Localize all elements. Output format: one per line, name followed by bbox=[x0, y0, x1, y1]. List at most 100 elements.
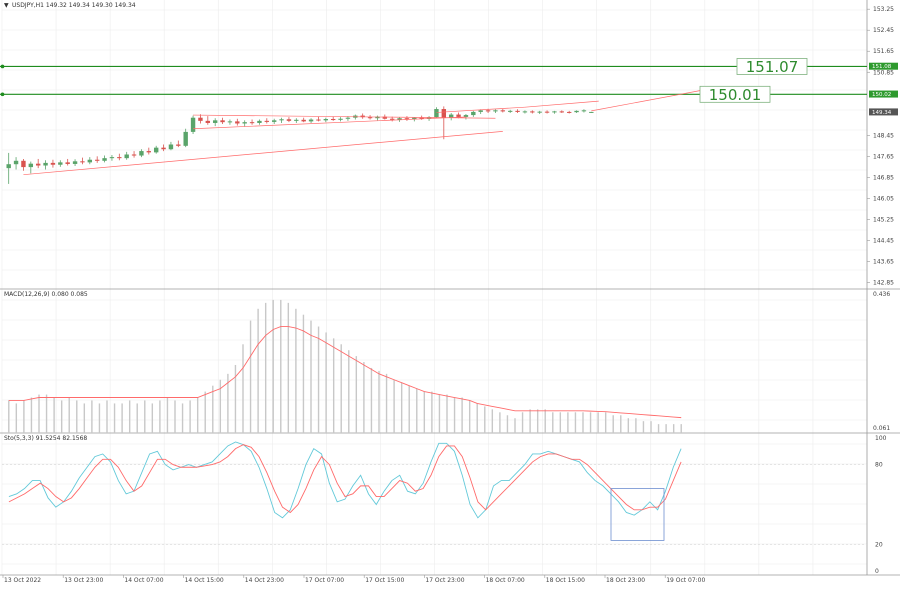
macd-bar bbox=[355, 356, 358, 433]
candle-body bbox=[544, 111, 550, 113]
candle-body bbox=[50, 162, 56, 165]
macd-bar bbox=[363, 362, 365, 433]
macd-bar bbox=[582, 412, 584, 433]
stoch-header: Sto(5,3,3) 91.5254 82.1568 bbox=[4, 435, 88, 442]
candle-body bbox=[131, 154, 137, 156]
chart-menu-arrow[interactable]: ▼ bbox=[4, 2, 9, 9]
price-tick-label: 142.85 bbox=[873, 279, 894, 286]
macd-bar bbox=[423, 391, 426, 433]
candle-body bbox=[286, 119, 292, 121]
level-anchor-point bbox=[0, 92, 5, 97]
macd-bar bbox=[461, 397, 463, 433]
macd-bar bbox=[91, 400, 93, 433]
time-tick-label: 17 Oct 23:00 bbox=[425, 577, 464, 584]
candle-body bbox=[478, 110, 483, 112]
stoch-highlight-box bbox=[610, 488, 665, 541]
macd-bar bbox=[325, 332, 327, 433]
macd-bar bbox=[23, 400, 25, 433]
candle-body bbox=[456, 114, 461, 117]
macd-bar bbox=[604, 412, 607, 433]
candle-body bbox=[507, 110, 513, 112]
candle-body bbox=[308, 119, 314, 122]
macd-bar bbox=[60, 400, 63, 433]
main-chart-header: USDJPY,H1 149.32 149.34 149.30 149.34 bbox=[12, 2, 136, 9]
macd-bar bbox=[559, 412, 562, 433]
price-tag-label: 149.34 bbox=[872, 110, 892, 116]
level-anchor-point bbox=[0, 64, 5, 69]
macd-bar bbox=[106, 400, 108, 433]
macd-bar bbox=[257, 308, 259, 433]
candle-body bbox=[463, 115, 469, 117]
candle-body bbox=[72, 161, 78, 164]
candle-body bbox=[382, 116, 388, 119]
macd-bar bbox=[620, 415, 622, 433]
macd-bar bbox=[567, 412, 569, 433]
macd-bar bbox=[612, 415, 614, 433]
grid-lines bbox=[1, 0, 868, 575]
trendline bbox=[524, 100, 599, 108]
macd-bar bbox=[310, 320, 312, 433]
macd-signal-line bbox=[8, 326, 682, 419]
macd-tick-label: 0.436 bbox=[873, 291, 890, 298]
macd-bar bbox=[650, 421, 652, 433]
candle-body bbox=[58, 162, 63, 165]
candle-body bbox=[515, 110, 520, 112]
price-tick-label: 153.25 bbox=[873, 6, 894, 13]
price-tick-label: 147.65 bbox=[873, 153, 894, 160]
level-annotation-lower: 150.01 bbox=[709, 86, 762, 104]
candle-body bbox=[419, 117, 424, 119]
trendline bbox=[23, 131, 503, 176]
level-annotation-box bbox=[699, 85, 771, 103]
candle-body bbox=[375, 116, 380, 119]
macd-bar bbox=[272, 299, 274, 433]
macd-bar bbox=[227, 373, 229, 433]
macd-bar bbox=[468, 400, 471, 433]
candle-body bbox=[552, 111, 557, 113]
macd-bar bbox=[597, 412, 599, 433]
candle-body bbox=[153, 147, 159, 153]
stoch-signal-line bbox=[8, 444, 682, 514]
macd-bar bbox=[302, 314, 305, 433]
candle-body bbox=[80, 161, 85, 163]
macd-bar bbox=[151, 403, 154, 433]
macd-bar bbox=[536, 409, 539, 433]
candle-body bbox=[448, 114, 454, 118]
macd-bar bbox=[280, 299, 282, 433]
macd-bar bbox=[8, 400, 10, 433]
candle-body bbox=[301, 119, 306, 122]
macd-bar bbox=[83, 403, 86, 433]
candle-body bbox=[249, 122, 255, 124]
candle-body bbox=[345, 117, 351, 119]
candle-body bbox=[493, 110, 498, 112]
time-tick-label: 19 Oct 07:00 bbox=[666, 577, 705, 584]
price-tick-label: 145.25 bbox=[873, 216, 894, 223]
candle-body bbox=[589, 111, 594, 113]
macd-bar bbox=[400, 382, 403, 433]
candle-body bbox=[412, 117, 417, 120]
candle-body bbox=[574, 110, 579, 113]
time-tick-label: 14 Oct 07:00 bbox=[124, 577, 163, 584]
macd-bar bbox=[393, 379, 395, 433]
candle-body bbox=[220, 120, 225, 123]
candle-body bbox=[227, 121, 233, 123]
macd-bar bbox=[264, 302, 267, 433]
candle-body bbox=[6, 164, 11, 169]
time-tick-label: 14 Oct 23:00 bbox=[245, 577, 284, 584]
macd-bar bbox=[128, 400, 131, 433]
candle-body bbox=[323, 119, 329, 121]
level-annotation-box bbox=[736, 58, 808, 75]
candle-body bbox=[389, 118, 395, 120]
candle-body bbox=[161, 147, 166, 150]
price-tag bbox=[869, 90, 898, 98]
time-tick-label: 18 Oct 07:00 bbox=[486, 577, 525, 584]
price-tag bbox=[869, 62, 898, 70]
candle-body bbox=[124, 154, 129, 159]
candle-body bbox=[242, 122, 247, 124]
macd-bar bbox=[212, 385, 214, 433]
candle-body bbox=[434, 109, 439, 118]
trendline bbox=[193, 116, 466, 130]
macd-bar bbox=[15, 403, 18, 433]
macd-bar bbox=[385, 373, 388, 433]
